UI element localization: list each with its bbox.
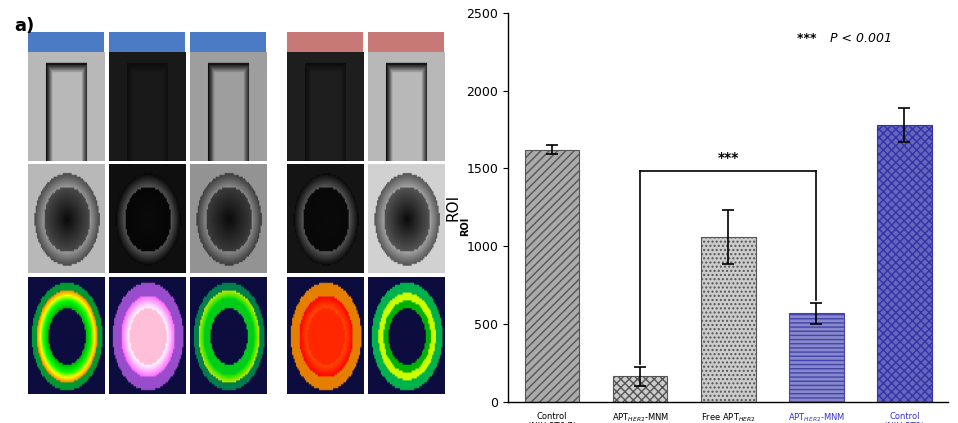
Text: ROI: ROI	[460, 217, 470, 236]
Y-axis label: ROI: ROI	[445, 194, 461, 221]
FancyBboxPatch shape	[190, 32, 266, 159]
Bar	[613, 376, 668, 402]
Text: ***: ***	[797, 33, 821, 45]
Text: APT$_{HER2}$$^{-}$
MNM: APT$_{HER2}$$^{-}$ MNM	[130, 87, 165, 104]
Text: Free
APT$_{HER2}$
+
APT$_{HER2}$$^{-}$
MNM: Free APT$_{HER2}$ + APT$_{HER2}$$^{-}$ M…	[211, 74, 245, 117]
Text: Control
(NIH
3T3:
HER2-): Control (NIH 3T3: HER2-)	[392, 82, 421, 109]
FancyBboxPatch shape	[368, 32, 445, 159]
Text: Control
(NIH
3T6.7:
HER2 +): Control (NIH 3T6.7: HER2 +)	[50, 82, 82, 109]
FancyBboxPatch shape	[109, 32, 185, 159]
FancyBboxPatch shape	[28, 32, 104, 159]
Text: a): a)	[14, 16, 34, 35]
Text: ***: ***	[718, 151, 739, 165]
Bar	[878, 125, 932, 402]
Text: APT$_{HER2}$$^{-}$
MNM: APT$_{HER2}$$^{-}$ MNM	[308, 87, 342, 104]
Text: P < 0.001: P < 0.001	[830, 33, 892, 45]
Bar	[701, 237, 756, 402]
FancyBboxPatch shape	[287, 32, 363, 159]
Text: b): b)	[451, 0, 472, 1]
Bar	[525, 150, 580, 402]
Bar	[789, 313, 844, 402]
